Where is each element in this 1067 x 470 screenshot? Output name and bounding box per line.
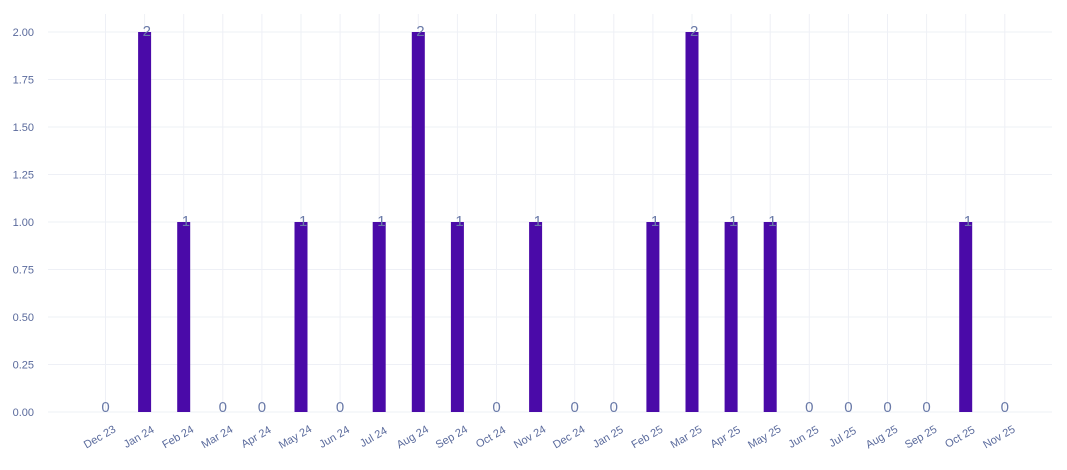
x-tick-label: Jul 25 (827, 425, 858, 450)
x-tick-label: Mar 25 (669, 424, 705, 452)
data-label: 0 (571, 399, 579, 416)
bar[interactable] (685, 32, 699, 412)
x-tick-label: Dec 23 (82, 423, 118, 451)
y-axis-ticks: 0.00 0.25 0.50 0.75 1.00 1.25 1.50 1.75 2.00 (13, 27, 34, 419)
y-tick-label: 1.00 (13, 217, 34, 229)
x-tick-label: Jul 24 (358, 425, 389, 450)
data-label: 1 (377, 213, 385, 230)
x-tick-label: Oct 25 (943, 424, 977, 451)
data-label: 1 (182, 213, 190, 230)
y-tick-label: 1.25 (13, 170, 34, 182)
y-tick-label: 2.00 (13, 27, 34, 39)
data-label: 1 (768, 213, 776, 230)
bar[interactable] (529, 222, 543, 412)
x-tick-label: Apr 25 (709, 424, 743, 451)
bar[interactable] (138, 32, 152, 412)
x-tick-label: Jun 24 (317, 424, 352, 451)
data-label: 0 (219, 399, 227, 416)
x-tick-label: May 25 (746, 423, 783, 451)
data-label: 0 (922, 399, 930, 416)
x-tick-label: Jan 24 (122, 424, 157, 451)
data-label: 1 (964, 213, 972, 230)
x-tick-label: Jun 25 (786, 424, 821, 451)
x-tick-label: Sep 25 (903, 423, 939, 451)
data-label: 0 (336, 399, 344, 416)
bar[interactable] (724, 222, 738, 412)
bar[interactable] (959, 222, 973, 412)
data-label: 1 (729, 213, 737, 230)
data-label: 0 (844, 399, 852, 416)
y-tick-label: 0.00 (13, 407, 34, 419)
y-tick-label: 0.75 (13, 265, 34, 277)
x-tick-label: Sep 24 (434, 423, 470, 451)
x-tick-label: May 24 (277, 423, 314, 451)
x-tick-label: Jan 25 (591, 424, 626, 451)
bar[interactable] (372, 222, 386, 412)
data-label: 1 (534, 213, 542, 230)
data-label: 1 (455, 213, 463, 230)
data-label: 0 (805, 399, 813, 416)
y-tick-label: 1.50 (13, 122, 34, 134)
data-label: 0 (101, 399, 109, 416)
x-axis-ticks: Dec 23 Jan 24 Feb 24 Mar 24 Apr 24 May 24 Jun … (82, 423, 1017, 451)
data-label: 0 (258, 399, 266, 416)
bar[interactable] (294, 222, 308, 412)
x-tick-label: Nov 25 (981, 423, 1017, 451)
data-labels: 0 2 1 0 0 1 0 1 2 1 0 1 0 0 1 2 1 1 0 0 0 0 1 0 (101, 23, 1009, 416)
x-tick-label: Oct 24 (474, 424, 508, 451)
bar[interactable] (646, 222, 660, 412)
data-label: 2 (690, 23, 698, 40)
grid-layer (48, 14, 1052, 413)
x-tick-label: Apr 24 (239, 424, 273, 451)
data-label: 2 (143, 23, 151, 40)
data-label: 1 (299, 213, 307, 230)
bar[interactable] (411, 32, 425, 412)
data-label: 0 (1001, 399, 1009, 416)
y-tick-label: 0.50 (13, 312, 34, 324)
bar[interactable] (177, 222, 191, 412)
data-label: 2 (416, 23, 424, 40)
x-tick-label: Aug 25 (864, 423, 900, 451)
bar[interactable] (763, 222, 777, 412)
data-label: 0 (883, 399, 891, 416)
x-tick-label: Feb 24 (160, 424, 196, 452)
data-label: 0 (492, 399, 500, 416)
bar[interactable] (450, 222, 464, 412)
x-tick-label: Nov 24 (512, 423, 548, 451)
x-tick-label: Aug 24 (395, 423, 431, 451)
data-label: 1 (651, 213, 659, 230)
x-tick-label: Dec 24 (551, 423, 587, 451)
x-tick-label: Mar 24 (199, 424, 235, 452)
x-tick-label: Feb 25 (630, 424, 666, 452)
data-label: 0 (610, 399, 618, 416)
bars (138, 32, 973, 412)
y-tick-label: 0.25 (13, 360, 34, 372)
y-tick-label: 1.75 (13, 75, 34, 87)
